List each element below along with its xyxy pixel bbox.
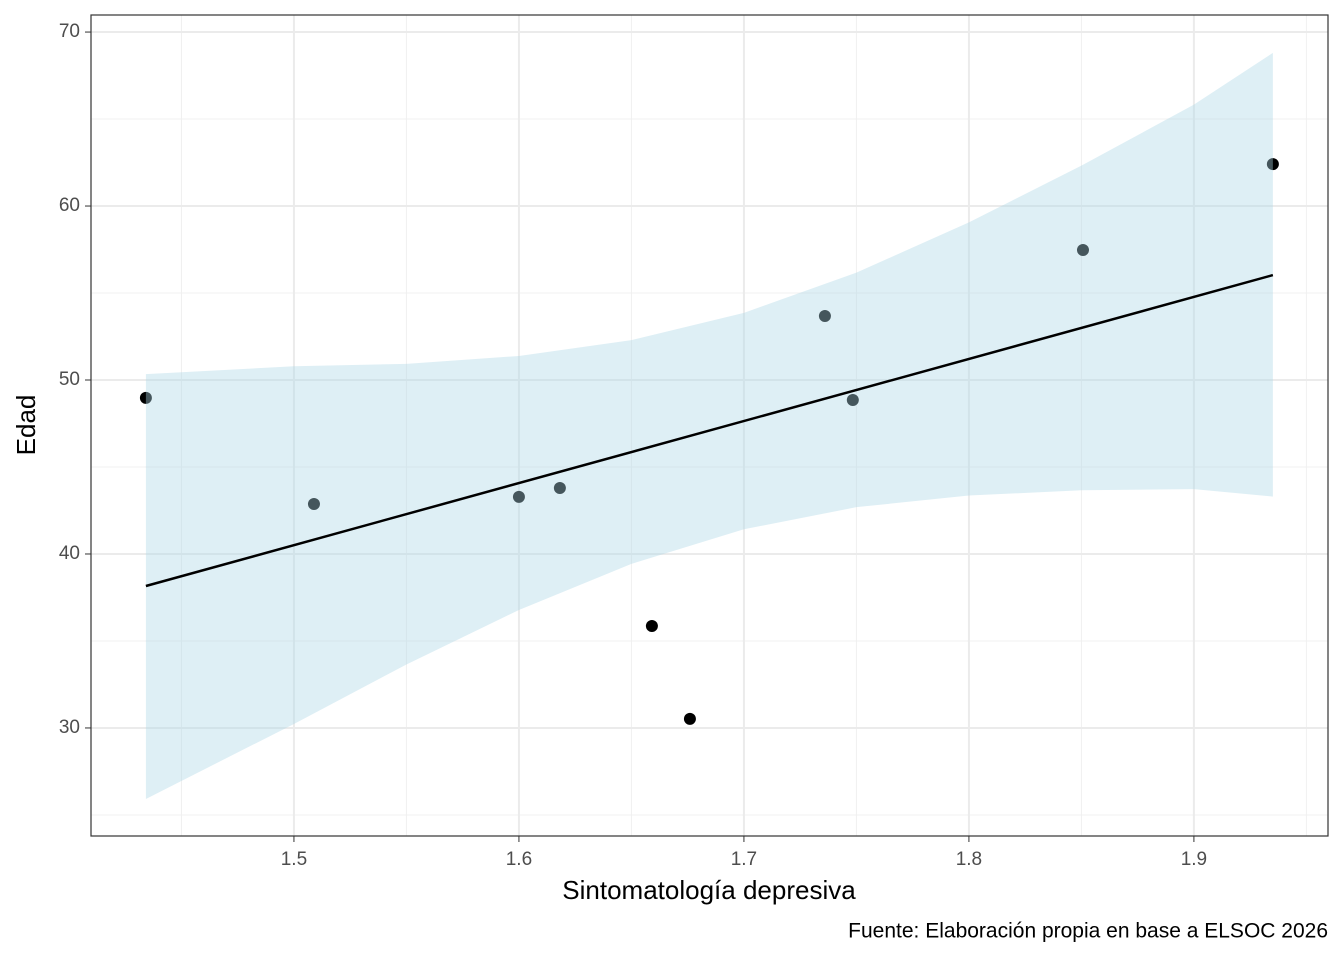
point <box>683 712 696 725</box>
point <box>307 498 320 511</box>
point <box>846 394 859 407</box>
x-tick-label: 1.7 <box>731 849 757 870</box>
x-tick-label: 1.9 <box>1181 849 1207 870</box>
y-tick-label: 50 <box>59 369 80 390</box>
x-tick-label: 1.6 <box>506 849 532 870</box>
panel-border <box>90 14 1329 837</box>
y-tick-label: 30 <box>59 717 80 738</box>
point <box>139 391 152 404</box>
point <box>645 620 658 633</box>
y-tick-label: 40 <box>59 543 80 564</box>
x-axis-title: Sintomatología depresiva <box>562 875 856 905</box>
point <box>512 490 525 503</box>
x-tick-label: 1.8 <box>956 849 982 870</box>
point <box>553 482 566 495</box>
point <box>818 309 831 322</box>
y-tick-label: 60 <box>59 195 80 216</box>
y-axis-title: Edad <box>11 395 41 456</box>
fit-line <box>145 273 1274 588</box>
y-tick-label: 70 <box>59 21 80 42</box>
point <box>1076 244 1089 257</box>
caption: Fuente: Elaboración propia en base a ELS… <box>848 920 1328 943</box>
x-tick-label: 1.5 <box>281 849 307 870</box>
point <box>1266 158 1279 171</box>
confidence-band <box>145 52 1273 799</box>
